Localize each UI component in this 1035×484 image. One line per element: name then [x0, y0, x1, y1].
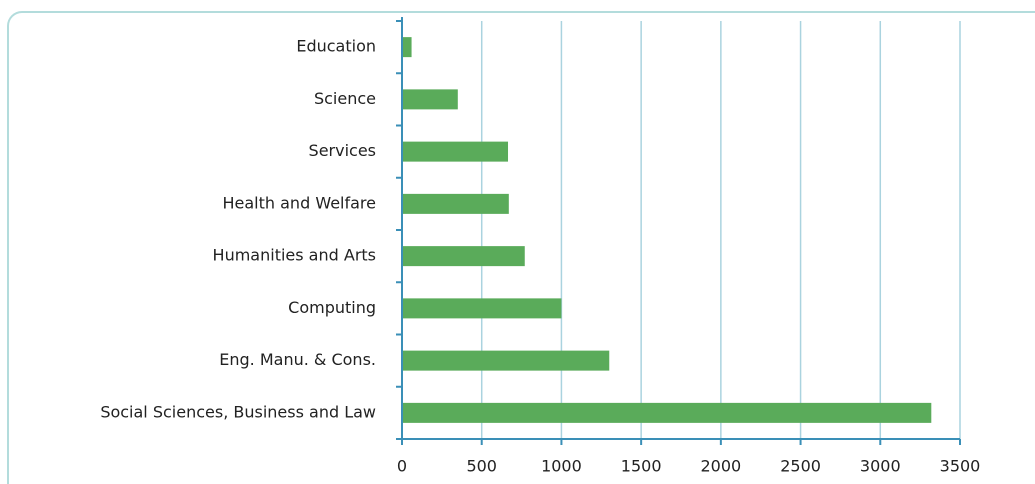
y-tick-label: Science: [314, 89, 376, 108]
bar: [402, 193, 509, 214]
x-tick-label: 3500: [940, 457, 981, 476]
x-tick-label: 0: [397, 457, 407, 476]
y-tick-label: Computing: [288, 298, 376, 317]
x-tick-label: 1500: [621, 457, 662, 476]
y-tick-label: Social Sciences, Business and Law: [100, 402, 376, 421]
y-tick-label: Services: [309, 141, 376, 160]
y-tick-label: Health and Welfare: [223, 193, 377, 212]
bar: [402, 89, 458, 110]
bar: [402, 141, 509, 162]
x-tick-label: 2000: [700, 457, 741, 476]
bar: [402, 246, 525, 267]
bar: [402, 402, 932, 423]
bar: [402, 350, 610, 371]
x-tick-label: 1000: [541, 457, 582, 476]
y-tick-label: Eng. Manu. & Cons.: [219, 350, 376, 369]
y-tick-label: Humanities and Arts: [213, 246, 376, 265]
x-tick-label: 3000: [860, 457, 901, 476]
x-tick-label: 500: [466, 457, 497, 476]
bar: [402, 37, 412, 58]
x-tick-label: 2500: [780, 457, 821, 476]
y-tick-label: Education: [296, 37, 376, 56]
bar: [402, 298, 562, 319]
